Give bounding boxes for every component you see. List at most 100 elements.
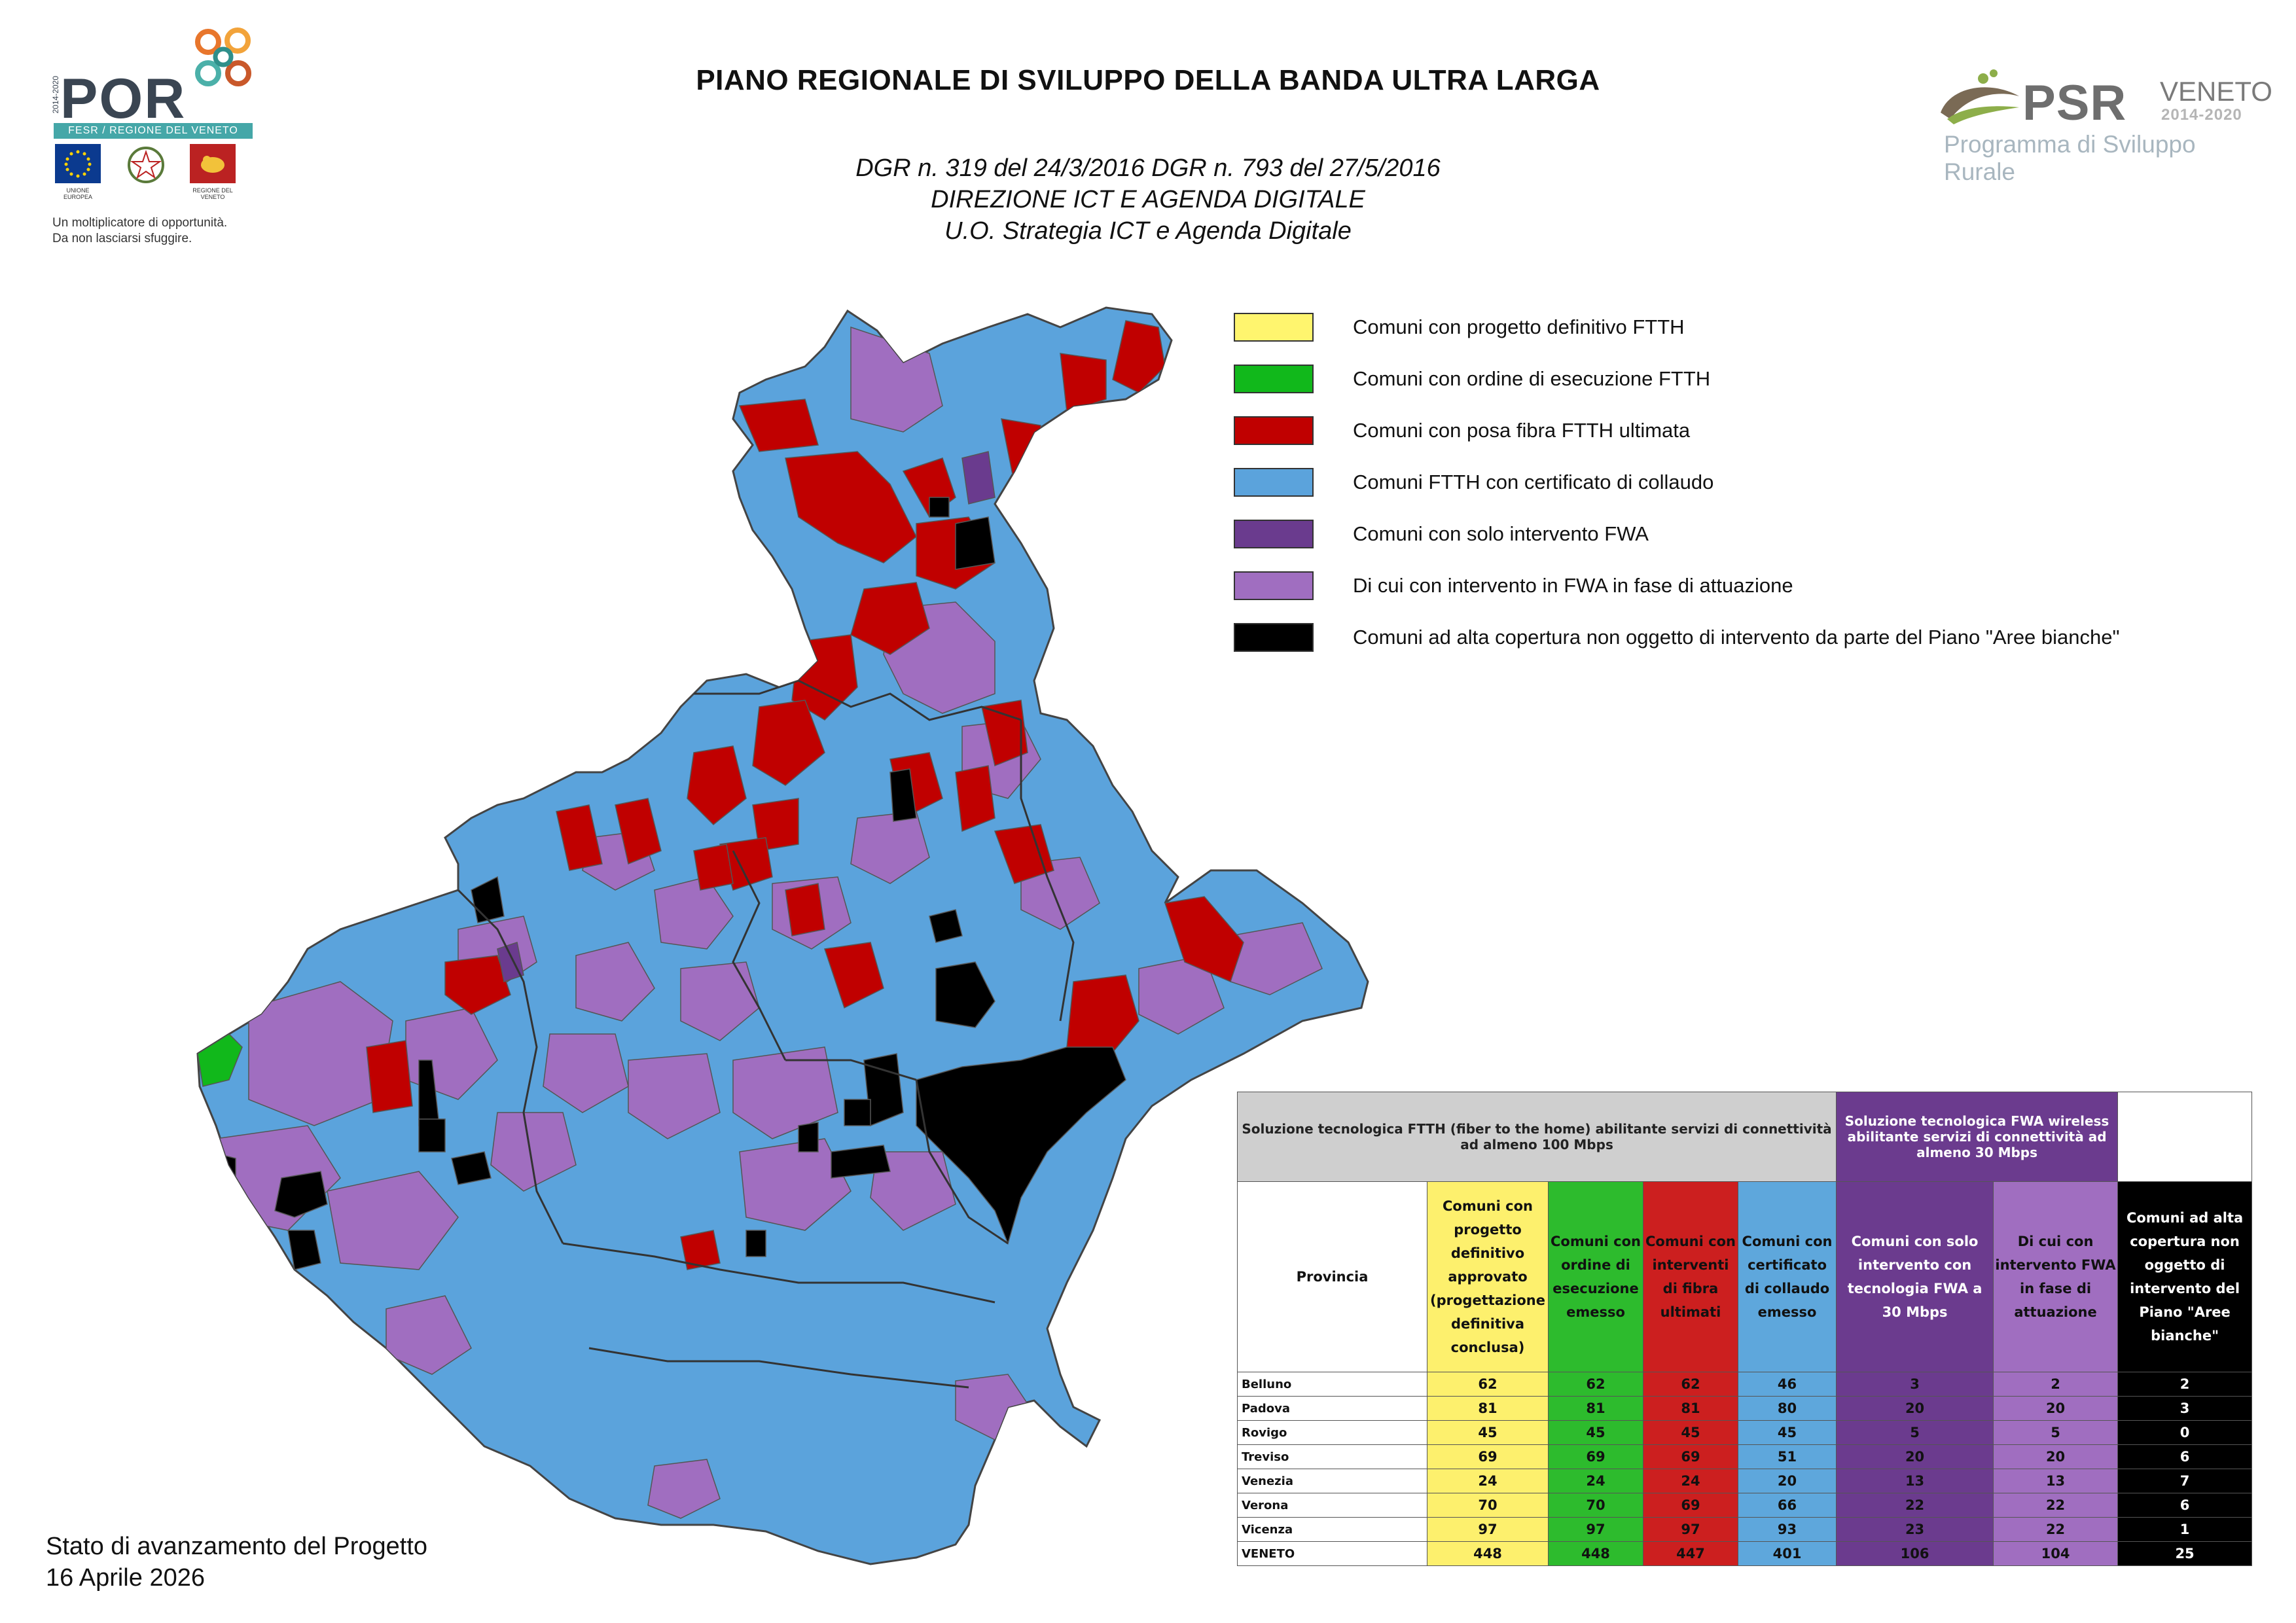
map-area-fibra [556, 804, 603, 871]
map-area-alta-copertura [274, 1171, 328, 1218]
map-province-boundaries [457, 679, 1075, 1389]
cell-fibra: 81 [1643, 1396, 1738, 1421]
col-header-fwa: Comuni con solo intervento con tecnologi… [1836, 1181, 1994, 1372]
province-boundary [1020, 720, 1075, 1022]
map-area-fwa [680, 961, 760, 1041]
psr-leaf-icon [1941, 69, 2019, 124]
cell-alta-copertura: 2 [2117, 1372, 2253, 1397]
legend-label: Comuni con ordine di esecuzione FTTH [1353, 367, 1711, 390]
legend-swatch [1234, 365, 1314, 393]
cell-alta-copertura: 6 [2117, 1493, 2253, 1518]
map-area-fibra [687, 745, 747, 826]
table-row: Rovigo 45 45 45 45 5 5 0 [1237, 1420, 2253, 1445]
province-boundary [588, 1347, 969, 1389]
legend-swatch [1234, 468, 1314, 497]
map-area-fibra [444, 955, 511, 1015]
province-boundary [694, 679, 1022, 721]
cell-collaudo: 66 [1737, 1493, 1837, 1518]
psr-subtitle: Programma di Sviluppo Rurale [1944, 131, 2196, 185]
subtitle-dgr: DGR n. 319 del 24/3/2016 DGR n. 793 del … [855, 154, 1441, 182]
footer-status: Stato di avanzamento del Progetto [46, 1533, 428, 1560]
map-area-fwa [327, 1171, 459, 1270]
col-header-alta-copertura: Comuni ad alta copertura non oggetto di … [2117, 1181, 2253, 1372]
map-area-alta-copertura [889, 768, 917, 822]
legend-swatch [1234, 623, 1314, 652]
cell-fwa: 20 [1836, 1444, 1994, 1469]
cell-progetto: 24 [1427, 1469, 1549, 1493]
col-header-ordine: Comuni con ordine di esecuzione emesso [1548, 1181, 1643, 1372]
map-area-fwa [647, 1459, 721, 1519]
cell-fwa-attuazione: 20 [1993, 1444, 2119, 1469]
cell-ordine: 97 [1548, 1517, 1643, 1542]
cell-alta-copertura: 1 [2117, 1517, 2253, 1542]
legend-swatch [1234, 571, 1314, 600]
map-area-fibra [824, 942, 884, 1009]
legend-swatch [1234, 313, 1314, 342]
cell-progetto: 69 [1427, 1444, 1549, 1469]
cell-provincia: Vicenza [1237, 1517, 1427, 1542]
cell-alta-copertura: 0 [2117, 1420, 2253, 1445]
map-area-ordine [198, 1033, 243, 1087]
legend-label: Comuni con solo intervento FWA [1353, 522, 1649, 545]
cell-fibra: 447 [1643, 1541, 1738, 1566]
legend-label: Comuni FTTH con certificato di collaudo [1353, 471, 1714, 493]
cell-provincia: Venezia [1237, 1469, 1427, 1493]
map-area-solo-fwa [961, 451, 996, 505]
map-alta-copertura-areas [209, 497, 1126, 1270]
cell-fwa-attuazione: 20 [1993, 1396, 2119, 1421]
map-legend: Comuni con progetto definitivo FTTH Comu… [1234, 313, 2255, 666]
col-header-fwa-attuazione: Di cui con intervento FWA in fase di att… [1993, 1181, 2119, 1372]
cell-ordine: 24 [1548, 1469, 1643, 1493]
map-fwa-areas [215, 326, 1323, 1519]
lion-icon [201, 156, 224, 173]
cell-collaudo: 46 [1737, 1372, 1837, 1397]
cell-fwa: 13 [1836, 1469, 1994, 1493]
psr-veneto-logo: PSR VENETO 2014-2020 Programma di Svilup… [1937, 54, 2272, 185]
por-wordmark: POR [60, 67, 187, 130]
province-boundary [457, 889, 564, 1244]
cell-alta-copertura: 3 [2117, 1396, 2253, 1421]
cell-fibra: 62 [1643, 1372, 1738, 1397]
cell-ordine: 448 [1548, 1541, 1643, 1566]
cell-fwa: 20 [1836, 1396, 1994, 1421]
cell-collaudo: 20 [1737, 1469, 1837, 1493]
cell-fibra: 69 [1643, 1444, 1738, 1469]
legend-swatch [1234, 520, 1314, 548]
map-area-alta-copertura [798, 1122, 819, 1152]
cell-ordine: 69 [1548, 1444, 1643, 1469]
cell-provincia: Belluno [1237, 1372, 1427, 1397]
subtitle-direzione: DIREZIONE ICT E AGENDA DIGITALE [931, 186, 1365, 213]
por-tagline-2: Da non lasciarsi sfuggire. [52, 232, 192, 245]
map-area-fibra [738, 399, 819, 452]
map-area-fibra [785, 883, 825, 936]
map-area-fibra [615, 798, 662, 865]
cell-ordine: 81 [1548, 1396, 1643, 1421]
map-area-fibra [1060, 353, 1107, 414]
cell-collaudo: 93 [1737, 1517, 1837, 1542]
col-header-progetto: Comuni con progetto definitivo approvato… [1427, 1181, 1549, 1372]
cell-provincia: Padova [1237, 1396, 1427, 1421]
map-area-fibra [680, 1230, 721, 1270]
cell-progetto: 81 [1427, 1396, 1549, 1421]
map-area-alta-copertura [831, 1145, 891, 1179]
map-area-alta-copertura [287, 1230, 321, 1270]
province-boundary [915, 1079, 1009, 1245]
map-region-base [196, 306, 1369, 1565]
cell-fwa-attuazione: 22 [1993, 1517, 2119, 1542]
map-area-fibra [366, 1040, 413, 1113]
map-area-fibra [1112, 320, 1166, 393]
legend-label: Comuni ad alta copertura non oggetto di … [1353, 626, 2120, 649]
col-header-collaudo: Comuni con certificato di collaudo emess… [1737, 1181, 1837, 1372]
table-row: Vicenza 97 97 97 93 23 22 1 [1237, 1517, 2253, 1542]
table-row: Treviso 69 69 69 51 20 20 6 [1237, 1444, 2253, 1469]
cell-fwa-attuazione: 2 [1993, 1372, 2119, 1397]
cell-ordine: 70 [1548, 1493, 1643, 1518]
map-area-alta-copertura [418, 1118, 446, 1152]
cell-fwa: 5 [1836, 1420, 1994, 1445]
cell-progetto: 448 [1427, 1541, 1549, 1566]
page-title: PIANO REGIONALE DI SVILUPPO DELLA BANDA … [696, 64, 1600, 96]
map-area-fibra [785, 451, 917, 563]
map-area-fwa [1020, 857, 1100, 930]
cell-fibra: 97 [1643, 1517, 1738, 1542]
table-row: Padova 81 81 81 80 20 20 3 [1237, 1396, 2253, 1421]
